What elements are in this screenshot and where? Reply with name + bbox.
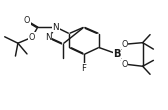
Text: O: O (121, 40, 128, 49)
Text: O: O (24, 16, 30, 25)
Text: N: N (53, 23, 59, 32)
Text: N: N (45, 33, 52, 42)
Text: O: O (29, 33, 35, 42)
Text: O: O (121, 60, 128, 69)
Text: F: F (81, 64, 87, 73)
Text: B: B (113, 49, 121, 59)
